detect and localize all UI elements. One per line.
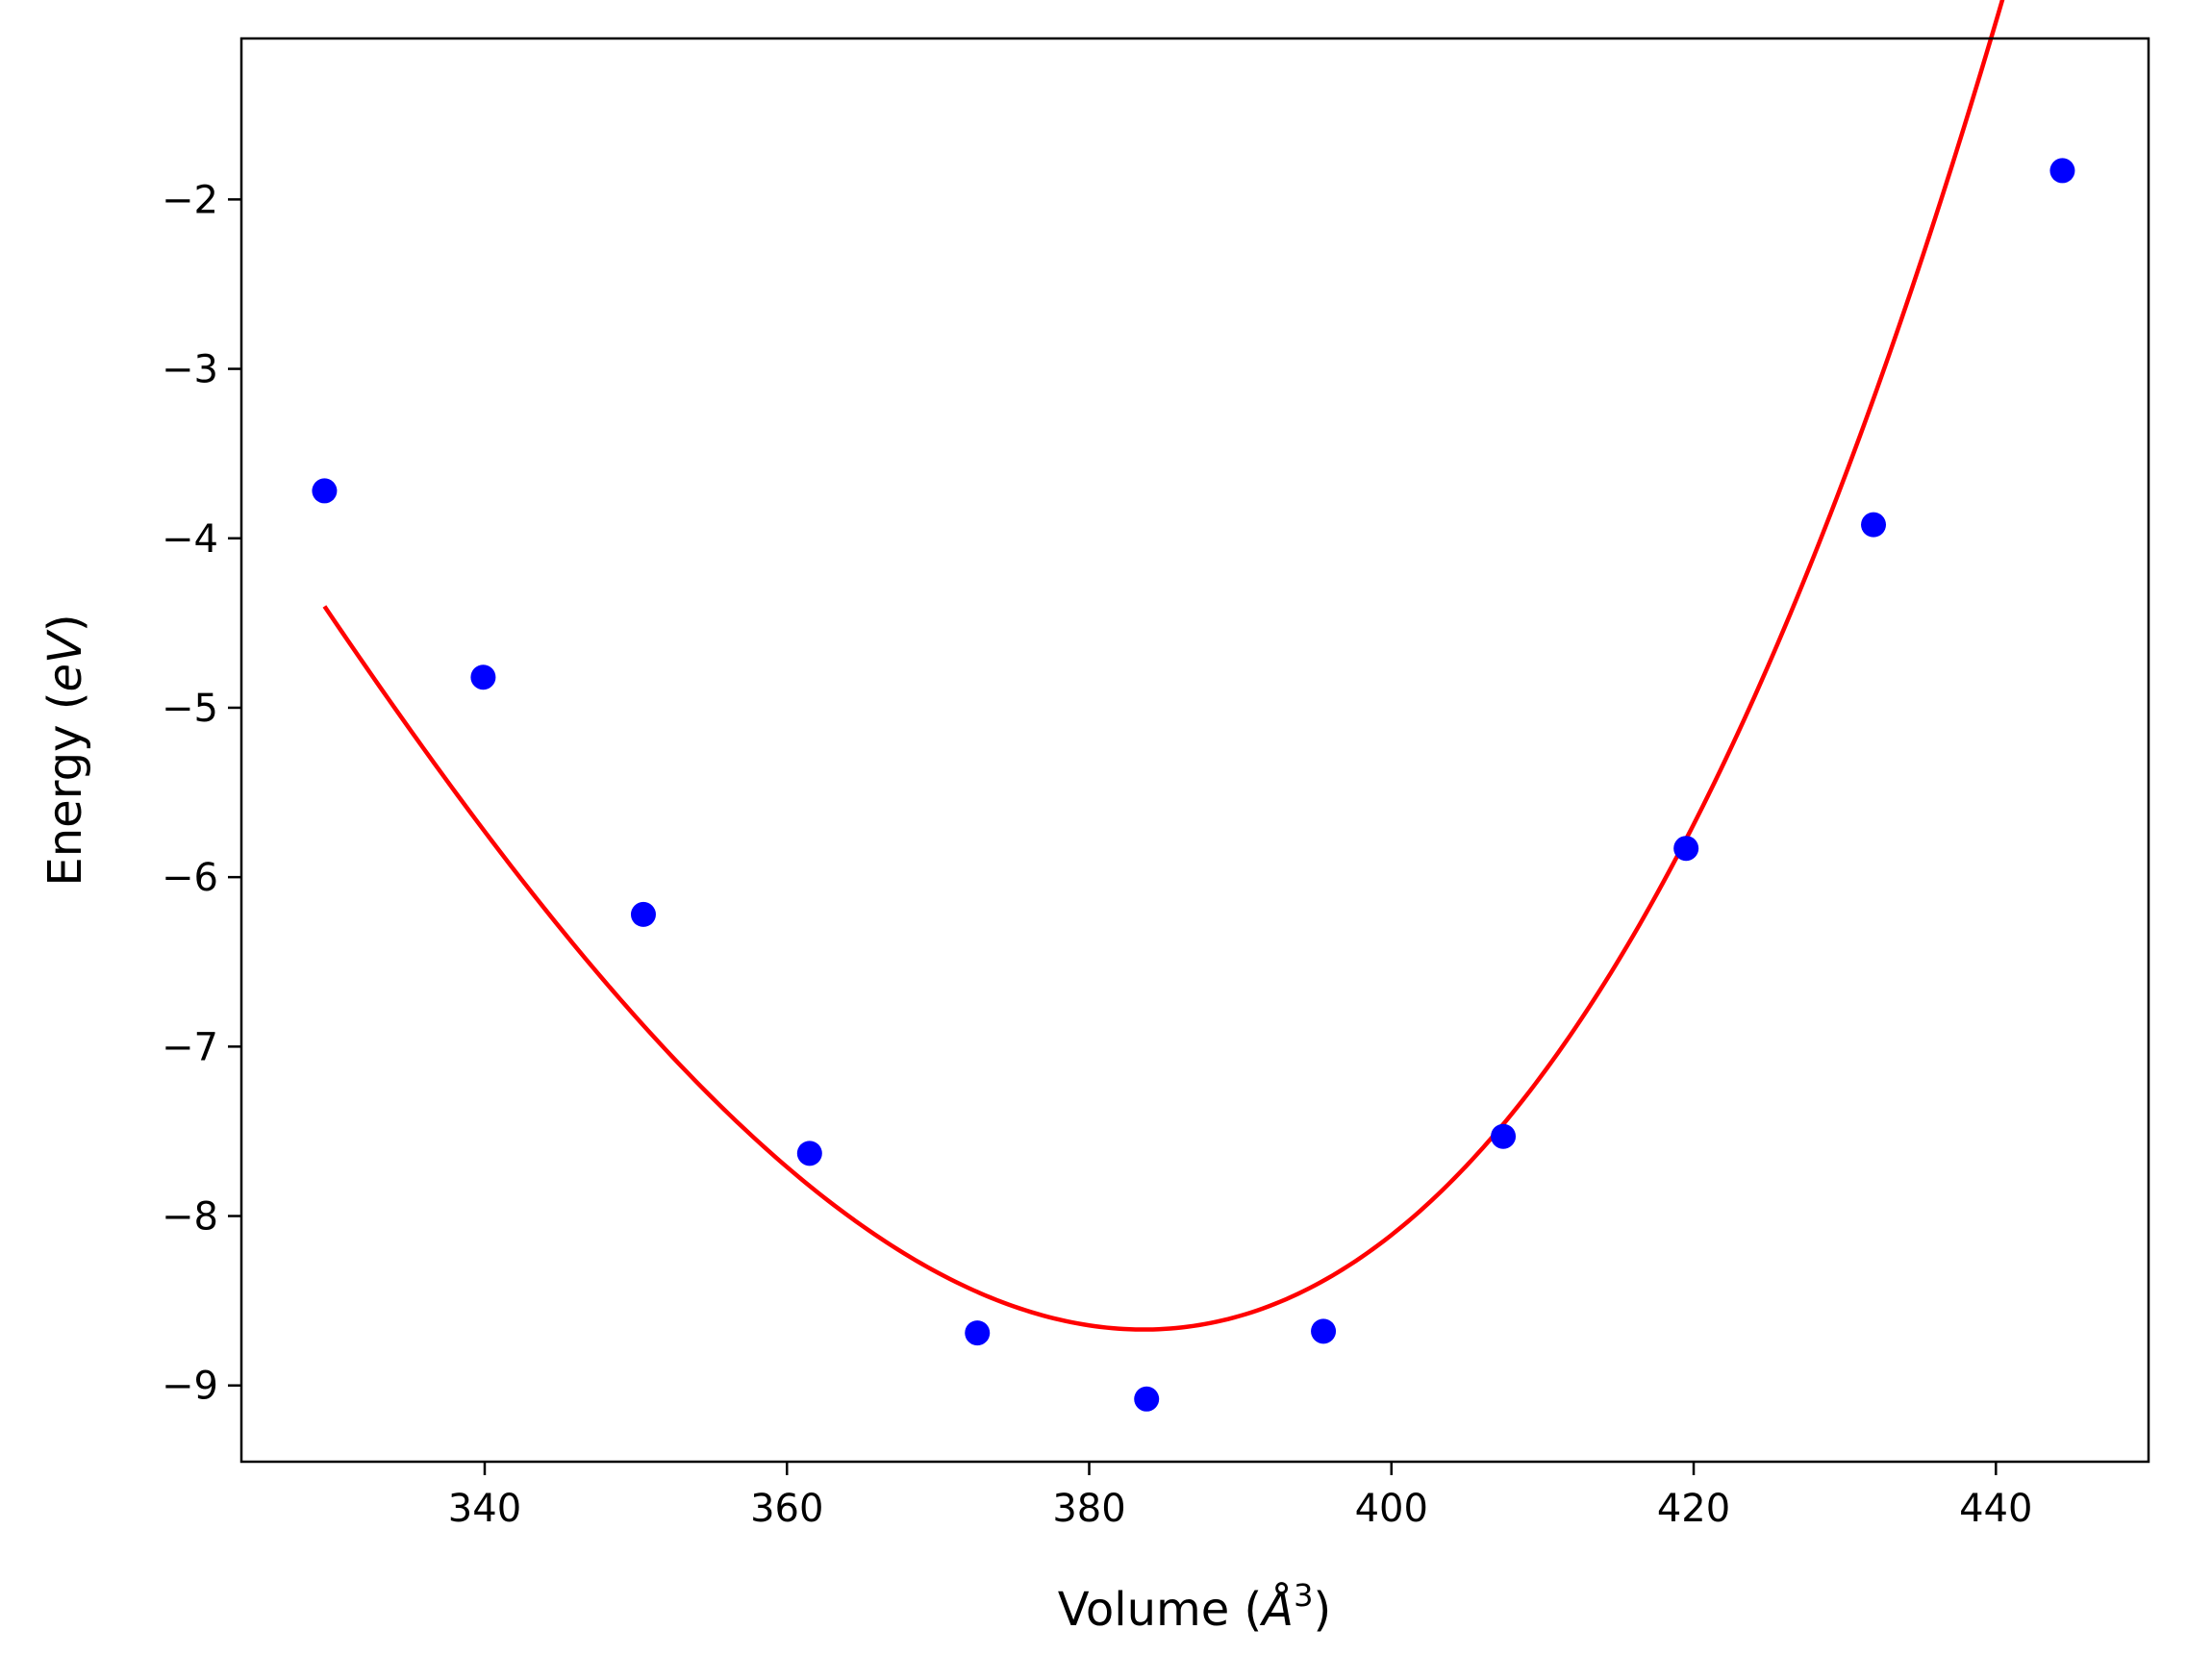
- y-axis-title-suffix: ): [38, 614, 92, 632]
- axes-frame: [239, 37, 2150, 1464]
- y-tick-label: −2: [162, 178, 218, 222]
- x-axis-title-var: Å: [1259, 1582, 1294, 1637]
- x-tick-label: 380: [1052, 1487, 1125, 1531]
- y-axis-title-var: eV: [38, 629, 92, 692]
- plot-area: [241, 38, 2149, 1462]
- x-axis-title-suffix: ): [1313, 1583, 1331, 1637]
- x-tick-label: 360: [750, 1487, 823, 1531]
- y-tick-label: −9: [162, 1365, 218, 1409]
- y-ticks: −9 −8 −7 −6 −5 −4 −3 −2: [162, 178, 241, 1409]
- x-axis-title-sup: 3: [1294, 1577, 1313, 1614]
- data-point: [312, 478, 338, 504]
- y-tick-label: −3: [162, 348, 218, 392]
- x-tick-label: 420: [1657, 1487, 1730, 1531]
- y-tick-label: −5: [162, 687, 218, 731]
- x-ticks: 340 360 380 400 420 440: [448, 1462, 2032, 1531]
- data-point: [2049, 158, 2075, 184]
- data-point: [1311, 1318, 1337, 1344]
- data-point: [1134, 1386, 1160, 1412]
- x-tick-label: 400: [1355, 1487, 1428, 1531]
- x-axis-title-prefix: Volume (: [1058, 1583, 1263, 1637]
- y-axis-title: Energy (eV): [38, 614, 92, 886]
- data-points-layer: [312, 158, 2075, 1412]
- data-point: [470, 664, 496, 690]
- x-tick-label: 340: [448, 1487, 521, 1531]
- data-point: [1673, 836, 1699, 862]
- data-point: [796, 1141, 822, 1166]
- y-tick-label: −7: [162, 1025, 218, 1069]
- x-tick-label: 440: [1959, 1487, 2032, 1531]
- fit-line-layer: [322, 0, 2005, 1332]
- fit-curve: [322, 0, 2005, 1332]
- data-point: [965, 1320, 991, 1346]
- y-tick-label: −6: [162, 856, 218, 900]
- data-point: [630, 901, 656, 927]
- y-tick-label: −8: [162, 1195, 218, 1240]
- x-axis-title: Volume (Å3): [1058, 1577, 1331, 1637]
- y-axis-title-prefix: Energy (: [38, 692, 92, 887]
- data-point: [1491, 1123, 1517, 1149]
- y-tick-label: −4: [162, 517, 218, 562]
- data-point: [1861, 512, 1887, 538]
